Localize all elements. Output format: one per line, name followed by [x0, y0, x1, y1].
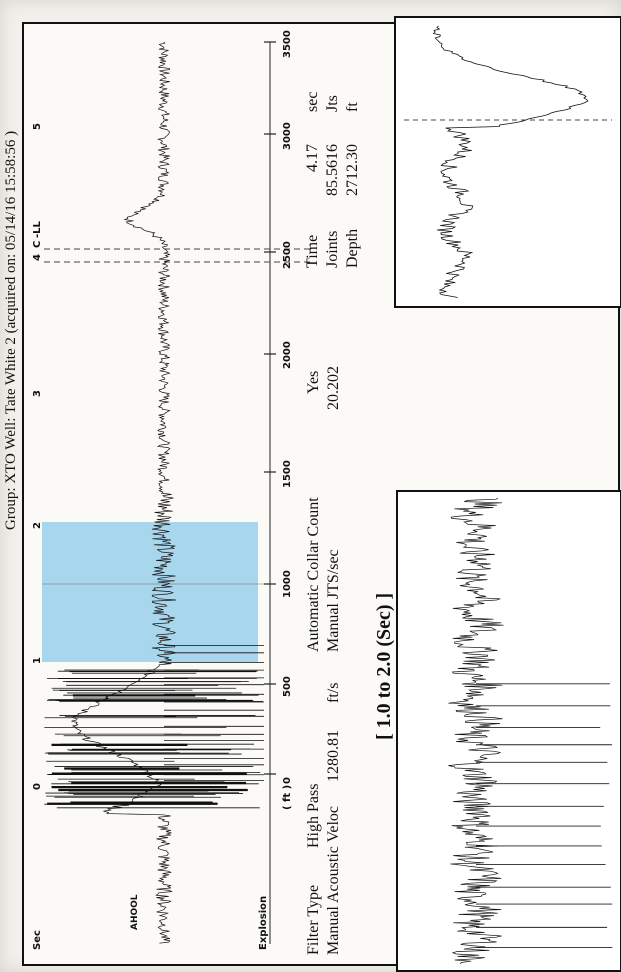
acoustic-trace-plot: [42, 41, 314, 944]
manual-jts-label: Manual JTS/sec: [325, 549, 342, 652]
acoustic-value: 1280.81: [325, 730, 342, 782]
time-unit: sec: [304, 91, 321, 112]
axis-tick-2500: 2500: [282, 241, 293, 269]
axis-tick-2000: 2000: [282, 341, 293, 369]
acoustic-label: Manual Acoustic Veloc: [325, 805, 342, 955]
time-marker-1: 1: [32, 657, 43, 664]
joints-unit: Jts: [324, 95, 341, 112]
collar-marker-ll: -LL: [32, 221, 43, 238]
time-marker-0: 0: [32, 783, 43, 790]
filter-type-label: Filter Type: [305, 884, 322, 955]
auto-collar-label: Automatic Collar Count: [305, 497, 322, 652]
acoustic-unit: ft/s: [325, 682, 342, 703]
time-marker-2: 2: [32, 522, 43, 529]
zoom-range-label: [ 1.0 to 2.0 (Sec) ]: [373, 592, 395, 740]
axis-tick-1000: 1000: [282, 570, 293, 598]
filter-type-value: High Pass: [305, 783, 322, 848]
auto-collar-value: Yes: [305, 370, 322, 394]
axis-tick-1500: 1500: [282, 460, 293, 488]
axis-tick-3500: 3500: [282, 30, 293, 58]
time-marker-4: 4: [32, 254, 43, 261]
reflection-trace: [404, 25, 612, 298]
reflection-zoom-panel: [394, 16, 621, 308]
time-label: Time: [304, 234, 321, 268]
joints-label: Joints: [324, 230, 341, 268]
well-header: Group: XTO Well: Tate White 2 (acquired …: [3, 130, 19, 530]
time-value: 4.17: [304, 144, 321, 172]
axis-unit-label: ( ft ): [282, 784, 293, 810]
collar-zoom-panel: [396, 490, 621, 972]
time-marker-5: 5: [32, 123, 43, 130]
depth-unit: ft: [344, 102, 361, 112]
time-marker-3: 3: [32, 390, 43, 397]
manual-jts-value: 20.202: [325, 366, 342, 410]
collar-marker-c: C: [32, 240, 43, 248]
reflection-waveform: [432, 25, 589, 298]
joints-value: 85.5616: [324, 144, 341, 196]
highlight-band: [42, 522, 258, 662]
axis-tick-3000: 3000: [282, 122, 293, 150]
collar-trace: [448, 497, 613, 964]
device-label: AHOOL: [130, 894, 140, 930]
depth-value: 2712.30: [344, 144, 361, 196]
depth-label: Depth: [344, 228, 361, 268]
explosion-label: Explosion: [258, 895, 269, 950]
axis-tick-0: 0: [282, 777, 293, 784]
axis-tick-500: 500: [282, 676, 293, 697]
sec-label: Sec: [32, 930, 43, 950]
collar-waveform: [448, 497, 504, 964]
